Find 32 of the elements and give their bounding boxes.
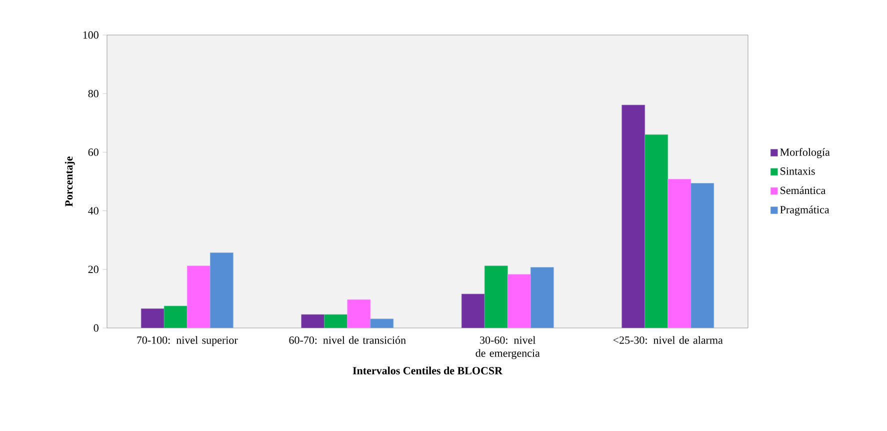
- bar: [370, 318, 394, 328]
- bar: [484, 266, 508, 328]
- bar: [668, 178, 692, 328]
- y-tick-label: 20: [88, 266, 98, 274]
- x-tick-label: 30-60: nivel de emergencia: [476, 336, 540, 360]
- bar: [347, 299, 371, 328]
- y-tick-label: 60: [88, 148, 98, 156]
- legend-label: Pragmática: [780, 206, 830, 216]
- x-tick-label: <25-30: nivel de alarma: [613, 336, 723, 344]
- bar: [507, 274, 531, 328]
- bar: [140, 308, 164, 328]
- y-tick-label: 0: [94, 324, 98, 332]
- bar: [644, 134, 668, 328]
- legend-label: Semántica: [780, 186, 826, 194]
- legend-label: Sintaxis: [780, 167, 815, 175]
- y-tick-label: 100: [83, 31, 98, 39]
- legend-label: Morfología: [780, 148, 830, 158]
- y-axis-title: Porcentaje: [64, 156, 75, 207]
- bar: [301, 314, 325, 328]
- bar: [622, 104, 646, 328]
- bar: [690, 183, 714, 328]
- bar: [461, 294, 485, 328]
- bar: [324, 314, 348, 328]
- bar: [210, 252, 234, 328]
- x-tick-label: 60-70: nivel de transición: [289, 336, 406, 344]
- y-tick-label: 80: [88, 90, 98, 98]
- x-axis-title: Intervalos Centiles de BLOCSR: [352, 366, 503, 374]
- bar: [186, 266, 210, 328]
- bar: [530, 267, 554, 328]
- y-tick-label: 40: [88, 207, 98, 215]
- bar: [164, 306, 188, 328]
- x-tick-label: 70-100: nivel superior: [137, 336, 238, 346]
